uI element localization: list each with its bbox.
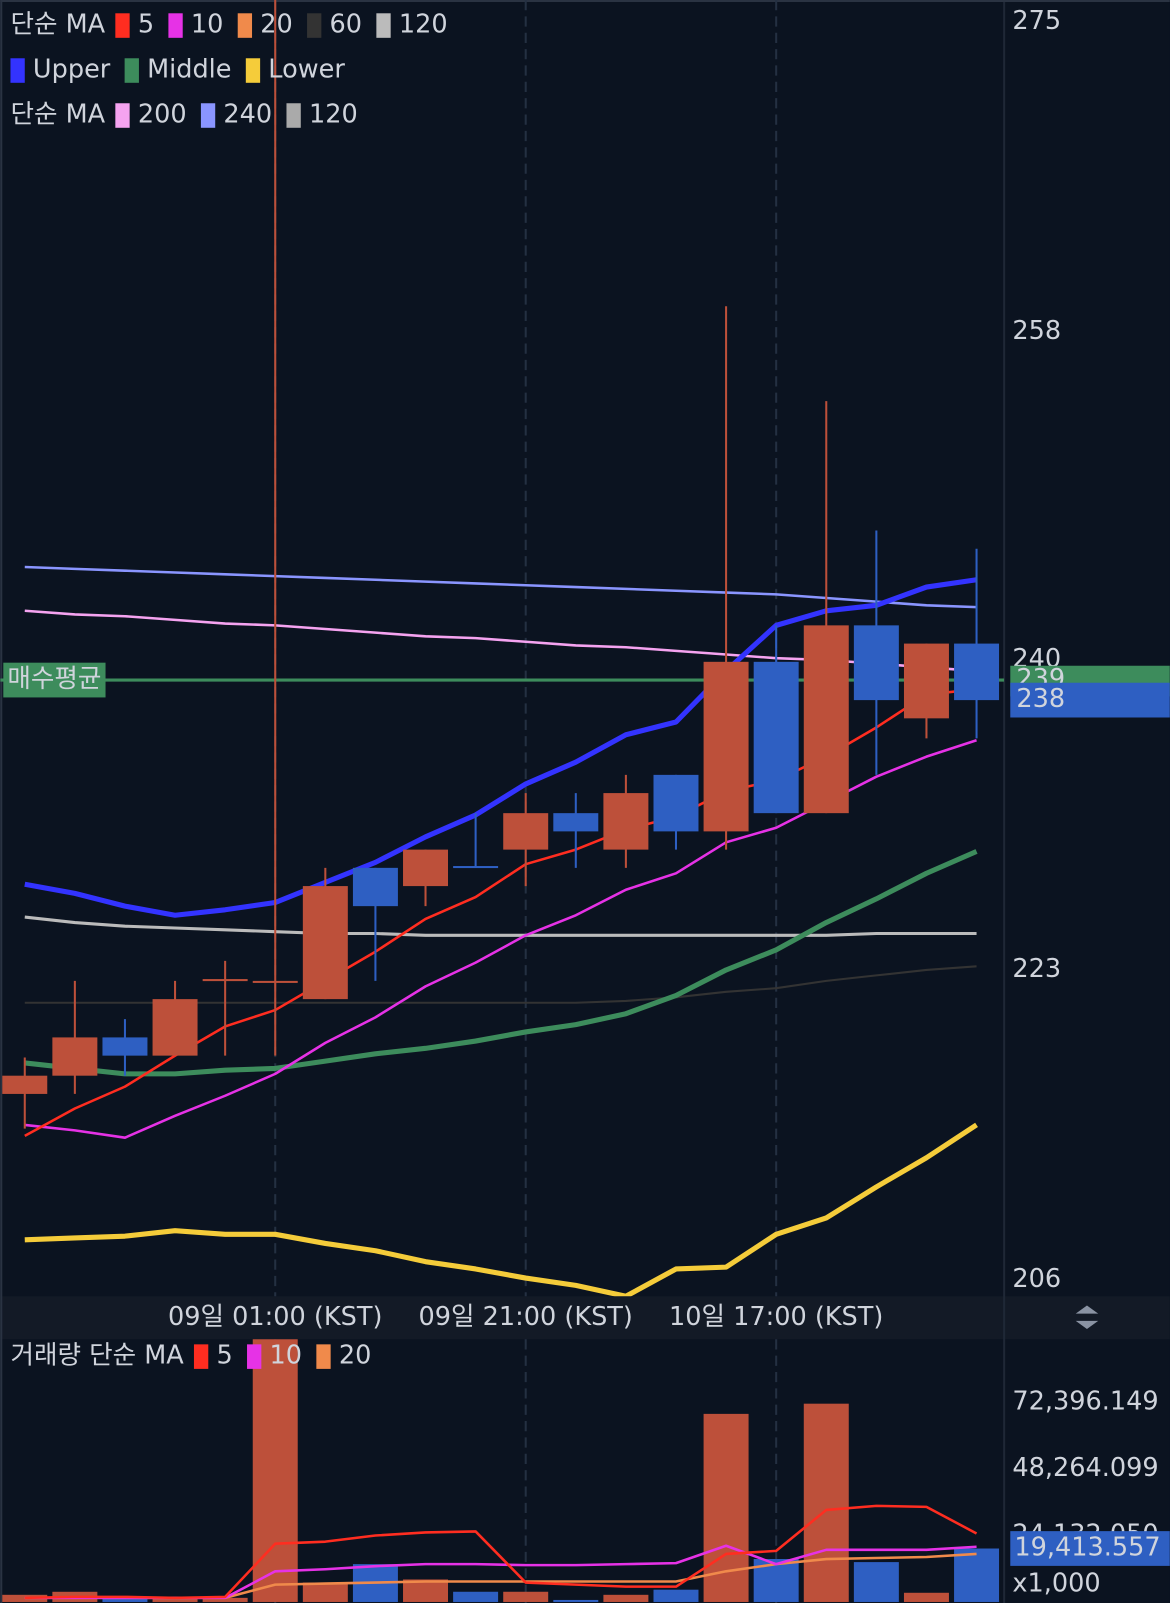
ma-line [24, 577, 977, 918]
price-tag-box [1010, 682, 1170, 718]
candle-body [152, 999, 198, 1056]
candle-body [202, 979, 248, 982]
legend-swatch [10, 58, 25, 83]
volume-bar [903, 1592, 949, 1602]
legend-swatch [247, 1344, 262, 1369]
candle-body [252, 980, 298, 983]
legend-swatch [307, 13, 322, 38]
volume-unit: x1,000 [1012, 1569, 1100, 1599]
labels: 09일 01:00 (KST) 09일 21:00 (KST) 10일 17:00 … [3, 6, 1170, 1599]
candle-body [52, 1037, 98, 1076]
volume-bar [503, 1591, 549, 1602]
scale-toggle-icon[interactable] [1075, 1305, 1099, 1330]
legend-item: 20 [339, 1341, 372, 1371]
candle-body [703, 661, 749, 832]
avg-label-box [3, 662, 106, 698]
volume-bar [152, 1596, 198, 1602]
volume-bar [102, 1596, 148, 1602]
candle-body [753, 661, 799, 814]
volume-bar [553, 1599, 599, 1602]
candle-body [803, 625, 849, 814]
x-tick-label: 10일 17:00 (KST) [669, 1302, 883, 1332]
volume-bar [453, 1591, 499, 1602]
avg-label: 매수평균 [7, 664, 101, 694]
volume-bar [603, 1594, 649, 1602]
legend-swatch [376, 13, 391, 38]
volume-tick-label: 48,264.099 [1012, 1453, 1158, 1483]
x-tick-label: 09일 21:00 (KST) [419, 1302, 633, 1332]
legend-item: 120 [399, 10, 448, 40]
legend-swatch [237, 13, 253, 38]
volume-bar [403, 1579, 449, 1602]
legend-item: 240 [223, 100, 272, 130]
ma-line [24, 565, 977, 609]
legend-prefix: 단순 MA [10, 10, 105, 40]
y-tick-label: 223 [1012, 954, 1061, 984]
ma-line [24, 915, 977, 937]
volume-bar [853, 1562, 899, 1602]
legend-prefix: 단순 MA [10, 100, 105, 130]
candle-body [853, 625, 899, 701]
legend-prefix: 거래량 단순 MA [10, 1341, 184, 1371]
candle-body [503, 813, 549, 850]
legend-swatch [115, 103, 130, 128]
candle-body [903, 643, 949, 719]
candle-body [2, 1075, 48, 1094]
price-panel [0, 0, 1005, 1297]
legend-item: 60 [330, 10, 363, 40]
price-tag: 238 [1016, 684, 1065, 714]
legend-swatch [245, 58, 261, 83]
volume-panel [2, 1339, 1000, 1602]
candle-body [553, 813, 599, 832]
candle-body [954, 643, 1000, 701]
volume-bar [954, 1548, 1000, 1602]
volume-tag-box [1010, 1531, 1170, 1566]
legend-item: 10 [270, 1341, 303, 1371]
legend-swatch [200, 103, 216, 128]
volume-bar [803, 1403, 849, 1602]
x-tick-label: 09일 01:00 (KST) [168, 1302, 382, 1332]
ma-line [24, 849, 978, 1077]
legend-swatch [316, 1344, 331, 1369]
volume-tag: 19,413.557 [1014, 1533, 1160, 1563]
candle-body [102, 1037, 148, 1056]
candle-body [603, 793, 649, 850]
legend-swatch [286, 103, 301, 128]
legend-swatch [168, 13, 183, 38]
ma-line [24, 1122, 978, 1297]
y-tick-label: 275 [1012, 6, 1061, 36]
legend-swatch [193, 1344, 209, 1369]
legend-swatch [124, 58, 139, 83]
ma-line [24, 1504, 978, 1600]
volume-bar [202, 1597, 248, 1602]
legend-item: Upper [33, 55, 111, 85]
y-tick-label: 258 [1012, 316, 1061, 346]
candle-body [302, 886, 348, 1000]
candle-body [403, 849, 449, 887]
legend-item: 120 [309, 100, 358, 130]
legend-item: Lower [268, 55, 345, 85]
legend-item: 5 [216, 1341, 232, 1371]
legend-item: 20 [260, 10, 293, 40]
legend-item: 200 [138, 100, 187, 130]
legend-swatch [115, 13, 130, 38]
legend-item: Middle [147, 55, 231, 85]
legend-item: 10 [191, 10, 224, 40]
candle-body [453, 866, 499, 869]
volume-bar [302, 1582, 348, 1602]
candle-body [653, 774, 699, 832]
volume-tick-label: 72,396.149 [1012, 1387, 1158, 1417]
candle-body [352, 867, 398, 907]
time-axis-band [0, 1296, 1170, 1340]
legend-item: 5 [138, 10, 154, 40]
y-tick-label: 206 [1012, 1264, 1061, 1294]
volume-bar [653, 1589, 699, 1602]
